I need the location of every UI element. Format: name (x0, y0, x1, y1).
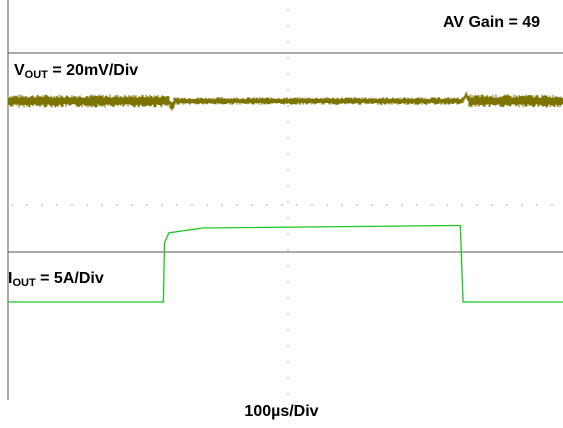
vout-sub: OUT (24, 69, 48, 81)
grid-dot (236, 204, 238, 206)
grid-dot (287, 153, 289, 155)
vout-trace (7, 91, 563, 111)
grid-dot (287, 361, 289, 363)
grid-dot (446, 204, 448, 206)
grid-dot (287, 233, 289, 235)
iout-trace (8, 224, 563, 303)
iout-scale-label: IOUT = 5A/Div (8, 270, 104, 289)
grid-dot (296, 204, 298, 206)
grid-dot (287, 281, 289, 283)
grid-dot (461, 204, 463, 206)
grid-dot (251, 204, 253, 206)
grid-dot (341, 204, 343, 206)
grid-dot (161, 204, 163, 206)
grid-dot (287, 201, 289, 203)
vout-rest: = 20mV/Div (47, 62, 139, 79)
grid-dot (287, 137, 289, 139)
grid-dot (287, 121, 289, 123)
grid-dot (431, 204, 433, 206)
grid-dot (287, 217, 289, 219)
grid-dot (131, 204, 133, 206)
grid-dot (287, 73, 289, 75)
grid-dot (86, 204, 88, 206)
iout-sub: OUT (12, 277, 36, 289)
grid-dot (476, 204, 478, 206)
grid-dot (41, 204, 43, 206)
grid-dot (287, 105, 289, 107)
iout-main: I (8, 270, 13, 287)
grid-dot (386, 204, 388, 206)
grid-dot (56, 204, 58, 206)
grid-dot (26, 204, 28, 206)
grid-dot (326, 204, 328, 206)
grid-dot (287, 393, 289, 395)
grid-dot (551, 204, 553, 206)
x-scale-label: 100µs/Div (0, 403, 563, 421)
iout-rest: = 5A/Div (35, 270, 104, 287)
grid-dot (287, 313, 289, 315)
grid-dot (287, 185, 289, 187)
grid-dot (287, 297, 289, 299)
grid-dot (287, 89, 289, 91)
gain-text: AV Gain = 49 (443, 14, 541, 31)
grid-dot (287, 265, 289, 267)
grid-dot (191, 204, 193, 206)
grid-dot (287, 57, 289, 59)
grid-dot (287, 169, 289, 171)
grid-dot (71, 204, 73, 206)
grid-dot (311, 204, 313, 206)
grid-dot (266, 204, 268, 206)
grid-dot (287, 25, 289, 27)
x-scale-text: 100µs/Div (244, 403, 319, 420)
gain-label: AV Gain = 49 (443, 14, 540, 32)
grid-dot (287, 377, 289, 379)
vout-main: V (14, 62, 25, 79)
grid-dot (401, 204, 403, 206)
grid-dot (281, 204, 283, 206)
grid-dot (101, 204, 103, 206)
vout-scale-label: VOUT = 20mV/Div (14, 62, 138, 81)
grid (11, 9, 553, 395)
grid-dot (536, 204, 538, 206)
grid-dot (206, 204, 208, 206)
grid-dot (416, 204, 418, 206)
grid-dot (11, 204, 13, 206)
grid-dot (287, 249, 289, 251)
grid-dot (287, 41, 289, 43)
grid-dot (221, 204, 223, 206)
grid-dot (521, 204, 523, 206)
grid-dot (116, 204, 118, 206)
grid-dot (506, 204, 508, 206)
grid-dot (146, 204, 148, 206)
grid-dot (287, 329, 289, 331)
grid-dot (287, 9, 289, 11)
grid-dot (176, 204, 178, 206)
axes (7, 0, 563, 400)
grid-dot (491, 204, 493, 206)
grid-dot (371, 204, 373, 206)
grid-dot (356, 204, 358, 206)
grid-dot (287, 345, 289, 347)
